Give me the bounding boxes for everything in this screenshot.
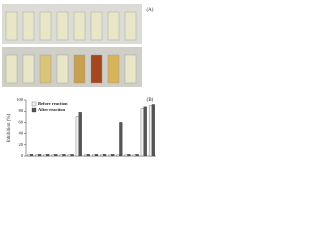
y-tick-label: 80 — [19, 108, 24, 113]
vial — [107, 11, 120, 41]
bar — [127, 154, 131, 157]
vial — [107, 54, 120, 84]
bar — [75, 116, 79, 157]
bar — [148, 105, 153, 157]
vial — [124, 54, 137, 84]
y-axis-label: Inhibition (%) — [7, 113, 12, 142]
bar — [143, 106, 147, 157]
bar — [54, 154, 58, 157]
bar — [135, 154, 139, 157]
vial — [73, 11, 86, 41]
bar — [100, 154, 104, 157]
legend-label: Before reaction — [38, 101, 68, 106]
bar — [111, 154, 115, 157]
bar — [46, 154, 50, 157]
bar — [119, 122, 123, 157]
y-tick-label: 100 — [16, 97, 24, 102]
bar — [29, 154, 34, 157]
bar — [35, 154, 39, 157]
legend-label: After reaction — [38, 107, 65, 112]
y-tick-label: 20 — [19, 142, 24, 147]
vial — [73, 54, 86, 84]
bar — [116, 154, 120, 157]
y-tick-label: 40 — [19, 131, 24, 136]
bar — [38, 154, 42, 157]
bar — [94, 154, 99, 157]
vial — [5, 11, 18, 41]
bar — [132, 154, 136, 157]
bar — [124, 154, 128, 157]
bar — [67, 154, 71, 157]
figure: (A) (B) Inhibition (%) 0 20 40 60 80 100 Befor… — [2, 4, 156, 158]
legend-swatch — [31, 107, 37, 113]
bar — [83, 154, 88, 157]
bar — [43, 154, 47, 157]
bar — [108, 154, 112, 157]
vial — [124, 11, 137, 41]
vial — [56, 11, 69, 41]
panel-label: (B) — [147, 98, 154, 103]
vial — [5, 54, 18, 84]
legend-swatch — [31, 101, 37, 107]
vial — [90, 11, 103, 41]
bar — [59, 154, 63, 157]
bar — [27, 154, 31, 157]
bar — [70, 154, 74, 157]
vial — [22, 11, 35, 41]
photo-panel: (A) — [2, 4, 154, 87]
panel-label: (A) — [147, 8, 154, 13]
y-tick-label: 0 — [21, 153, 24, 158]
bar — [86, 154, 90, 157]
vial — [56, 54, 69, 84]
vial — [22, 54, 35, 84]
bar — [92, 154, 96, 157]
vial — [39, 54, 52, 84]
bar — [103, 154, 107, 157]
vial — [39, 11, 52, 41]
bar — [78, 112, 82, 157]
vial — [90, 54, 103, 84]
bar — [140, 108, 144, 157]
y-tick-label: 60 — [19, 119, 24, 124]
bar — [151, 104, 155, 157]
bar — [51, 154, 55, 157]
bar — [62, 154, 66, 157]
